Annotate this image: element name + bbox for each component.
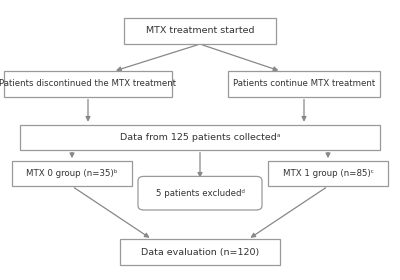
Text: MTX 0 group (n=35)ᵇ: MTX 0 group (n=35)ᵇ xyxy=(26,169,118,178)
Text: Data evaluation (n=120): Data evaluation (n=120) xyxy=(141,248,259,256)
FancyBboxPatch shape xyxy=(228,71,380,97)
Text: Patients discontinued the MTX treatment: Patients discontinued the MTX treatment xyxy=(0,80,176,88)
Text: MTX treatment started: MTX treatment started xyxy=(146,26,254,35)
FancyBboxPatch shape xyxy=(120,239,280,265)
FancyBboxPatch shape xyxy=(4,71,172,97)
Text: 5 patients excludedᵈ: 5 patients excludedᵈ xyxy=(156,189,244,198)
FancyBboxPatch shape xyxy=(268,161,388,186)
Text: Data from 125 patients collectedᵃ: Data from 125 patients collectedᵃ xyxy=(120,133,280,142)
FancyBboxPatch shape xyxy=(124,17,276,44)
Text: MTX 1 group (n=85)ᶜ: MTX 1 group (n=85)ᶜ xyxy=(282,169,374,178)
Text: Patients continue MTX treatment: Patients continue MTX treatment xyxy=(233,80,375,88)
FancyBboxPatch shape xyxy=(138,176,262,210)
FancyBboxPatch shape xyxy=(12,161,132,186)
FancyBboxPatch shape xyxy=(20,125,380,150)
